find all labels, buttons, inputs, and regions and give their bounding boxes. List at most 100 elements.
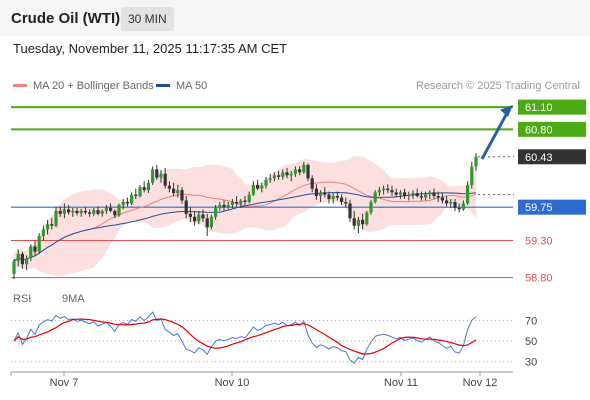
candle (67, 209, 71, 213)
candle (20, 253, 24, 265)
candle (394, 192, 398, 195)
candle (306, 164, 310, 179)
candle (373, 192, 377, 202)
candle (319, 192, 323, 197)
rsi-tick-70: 70 (525, 315, 537, 327)
candle (310, 178, 314, 189)
candle (335, 196, 339, 198)
legend-rsi: RSI (13, 293, 31, 305)
candle (142, 187, 146, 191)
candle (424, 194, 428, 198)
candle (58, 210, 62, 214)
timeframe-selector[interactable]: 30 MIN (121, 7, 174, 31)
candle (428, 192, 432, 195)
level-label-60-80: 60.80 (525, 124, 553, 136)
candle (386, 188, 390, 191)
candle (407, 194, 411, 197)
candle (100, 210, 104, 214)
rsi-ma-line (13, 318, 477, 355)
level-tag-60-43 (518, 149, 586, 165)
x-tick-label: Nov 10 (215, 377, 250, 389)
level-label-59-30: 59.30 (525, 236, 553, 248)
candle (344, 201, 348, 204)
candle (159, 173, 163, 178)
candle (302, 164, 306, 173)
ma20-label: MA 20 + Bollinger Bands (33, 80, 154, 92)
candles-group (12, 153, 478, 280)
candle (398, 192, 402, 195)
candle (461, 203, 465, 210)
candle (268, 178, 272, 180)
candle (193, 216, 197, 222)
candle (83, 210, 87, 213)
candle (356, 219, 360, 226)
candle (214, 207, 218, 217)
candle (46, 224, 50, 230)
candle (209, 216, 213, 228)
candle (146, 182, 150, 191)
candle (449, 201, 453, 204)
candle (285, 172, 289, 176)
level-tag-59-75 (518, 199, 586, 215)
candle (260, 185, 264, 189)
x-tick-label: Nov 7 (50, 377, 79, 389)
candle (180, 190, 184, 201)
candle (323, 192, 327, 195)
candle (16, 253, 20, 262)
candle (62, 209, 66, 214)
candle (432, 192, 436, 197)
candle (247, 194, 251, 202)
level-tag-60-80 (518, 121, 586, 137)
candle (230, 201, 234, 205)
candle (226, 204, 230, 208)
level-label-61-10: 61.10 (525, 102, 553, 114)
candle (235, 201, 239, 204)
candle (184, 200, 188, 214)
rsi-label: RSI (13, 293, 32, 305)
candle (369, 201, 373, 213)
candle (314, 188, 318, 197)
candle (163, 173, 167, 186)
legend-9ma: 9MA (62, 293, 85, 305)
candle (134, 194, 138, 197)
candle (277, 175, 281, 177)
candle (281, 172, 285, 177)
candle (151, 169, 155, 183)
candle (201, 214, 205, 219)
candle (377, 190, 381, 193)
candle (109, 207, 113, 211)
candle (130, 194, 134, 204)
candle (167, 185, 171, 189)
candle (50, 224, 54, 226)
candle (445, 200, 449, 204)
candle (243, 200, 247, 202)
candle (172, 188, 176, 194)
legend-ma20: MA 20 + Bollinger Bands (13, 80, 154, 92)
candle (382, 188, 386, 191)
candle (419, 196, 423, 198)
level-tag-61-10 (518, 99, 586, 115)
candle (298, 169, 302, 173)
candle (75, 210, 79, 214)
candle (176, 190, 180, 194)
candle (12, 261, 16, 274)
forecast-arrow-head (500, 104, 513, 117)
rsi-tick-30: 30 (525, 357, 537, 369)
candle (365, 212, 369, 225)
candle (88, 212, 92, 214)
candle (361, 219, 365, 225)
candle (293, 169, 297, 174)
candle (264, 179, 268, 186)
candle (125, 201, 129, 204)
ma50-label: MA 50 (176, 80, 208, 92)
candle (96, 210, 100, 214)
legend-ma50: MA 50 (156, 80, 207, 92)
candle (331, 196, 335, 200)
candle (440, 197, 444, 201)
candle (188, 213, 192, 217)
instrument-title: Crude Oil (WTI) (11, 10, 121, 27)
candle (79, 210, 83, 214)
candle (272, 175, 276, 179)
candle (348, 203, 352, 219)
